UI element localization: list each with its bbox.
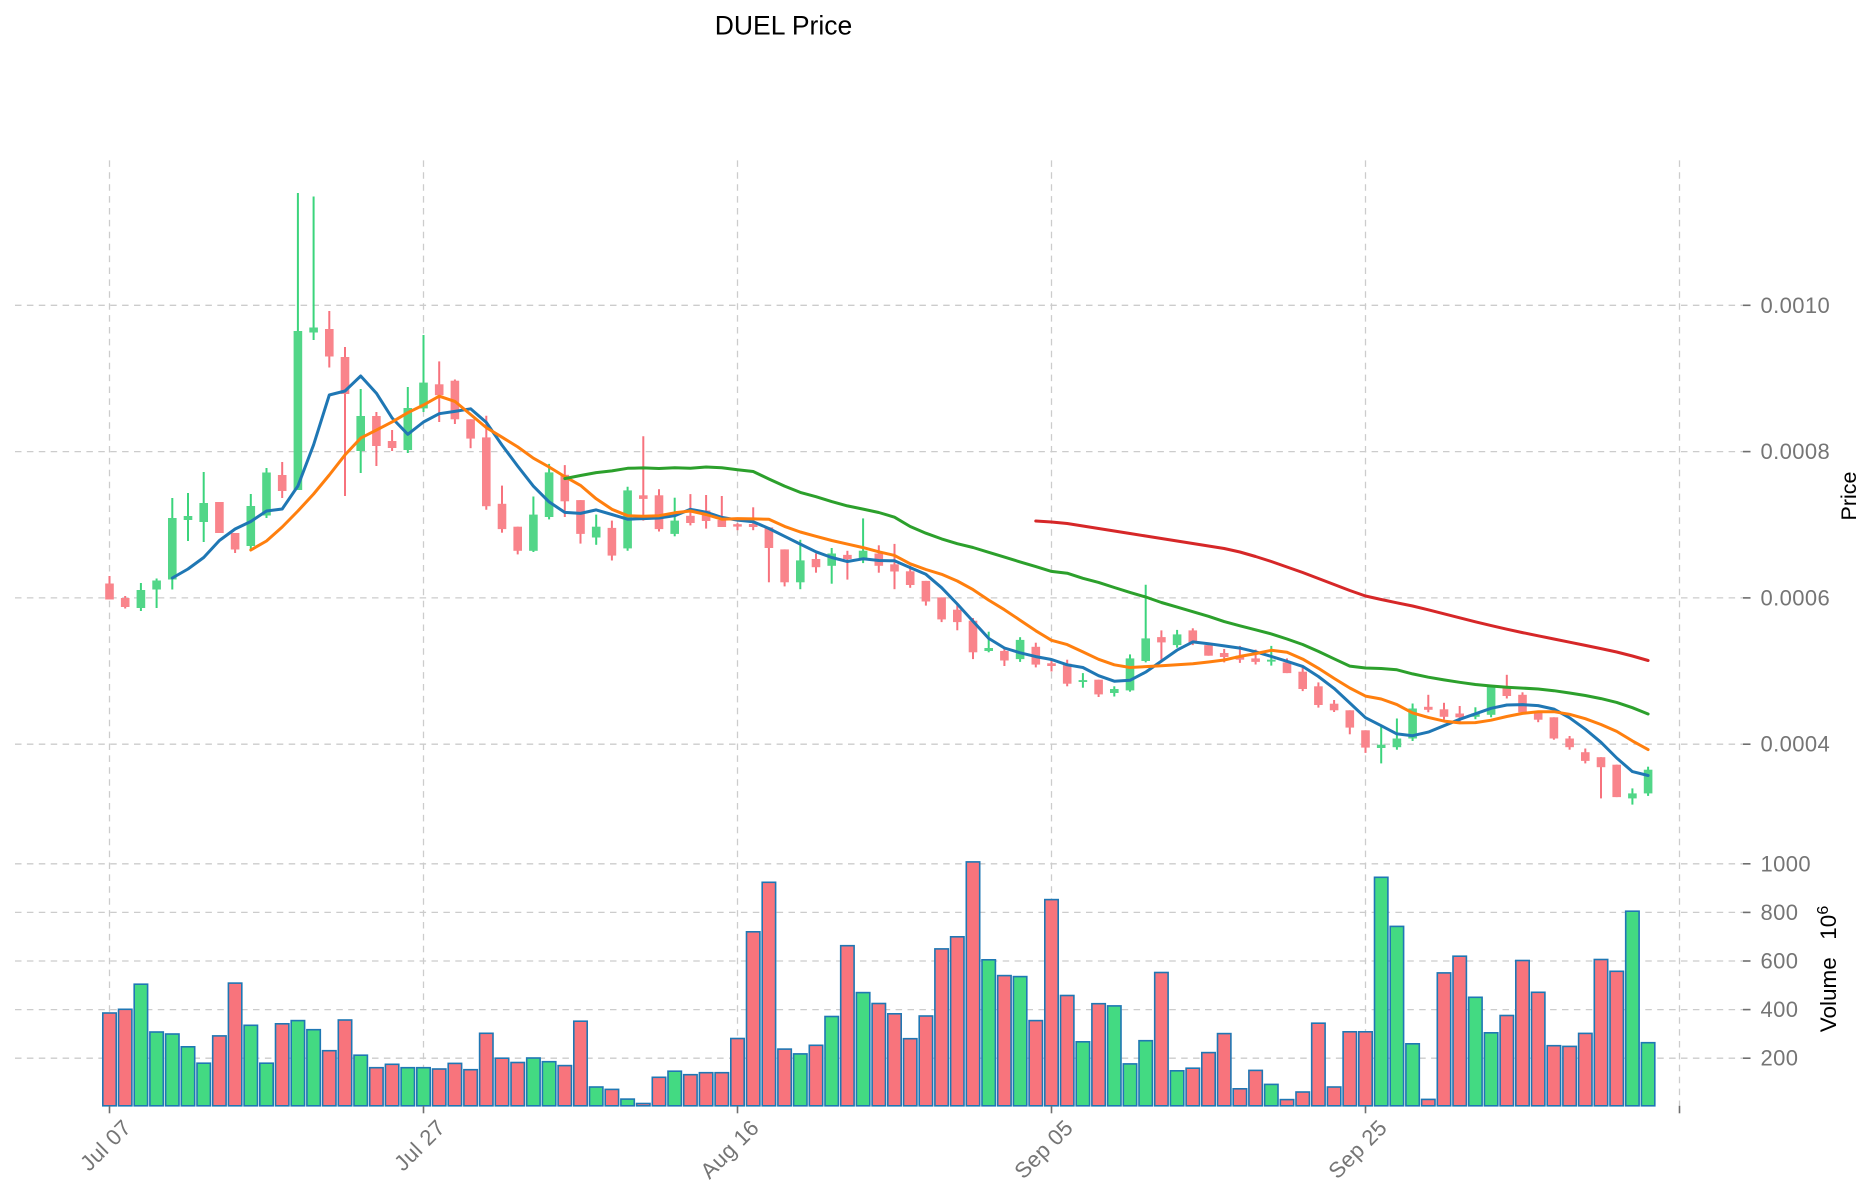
svg-text:600: 600 bbox=[1761, 949, 1799, 974]
svg-text:0.0008: 0.0008 bbox=[1761, 439, 1831, 464]
svg-text:400: 400 bbox=[1761, 997, 1799, 1022]
svg-text:200: 200 bbox=[1761, 1046, 1799, 1071]
svg-text:800: 800 bbox=[1761, 900, 1799, 925]
svg-text:0.0006: 0.0006 bbox=[1761, 585, 1831, 610]
svg-text:Volume 106: Volume 106 bbox=[1815, 906, 1841, 1033]
svg-text:Price: Price bbox=[1837, 472, 1861, 521]
svg-text:0.0010: 0.0010 bbox=[1761, 293, 1831, 318]
svg-text:0.0004: 0.0004 bbox=[1761, 732, 1831, 757]
svg-text:DUEL Price: DUEL Price bbox=[715, 11, 852, 41]
svg-text:1000: 1000 bbox=[1761, 851, 1812, 876]
